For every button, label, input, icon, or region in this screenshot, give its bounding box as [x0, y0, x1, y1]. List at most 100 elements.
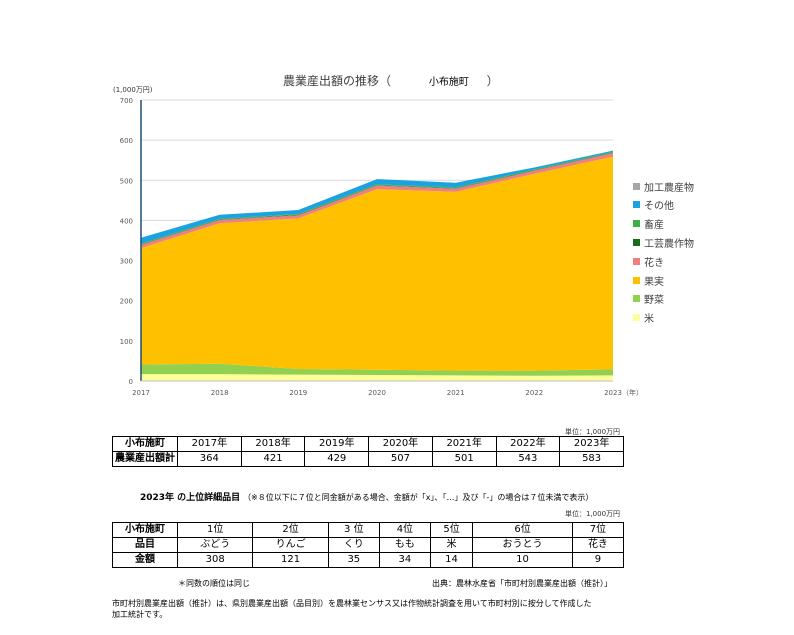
- value-cell: 429: [304, 451, 370, 467]
- table-row: 小布施町 2017年 2018年 2019年 2020年 2021年 2022年…: [112, 436, 624, 452]
- y-tick-label: 0: [129, 378, 133, 386]
- legend-label: その他: [644, 201, 674, 213]
- x-tick-label: 2020: [368, 389, 386, 397]
- source-note: 出典：農林水産省「市町村別農業産出額（推計）」: [432, 579, 612, 588]
- table-row: 農業産出額計 364 421 429 507 501 543 583: [112, 451, 624, 467]
- x-tick-label: 2017: [132, 389, 150, 397]
- y-tick-label: 400: [120, 217, 133, 225]
- production-total-table: 小布施町 2017年 2018年 2019年 2020年 2021年 2022年…: [112, 436, 624, 467]
- table2-heading: 2023年 の上位詳細品目 （※８位以下に７位と同金額がある場合、金額が「x」、…: [140, 490, 593, 503]
- chart-title-text: 農業産出額の推移（: [283, 74, 392, 88]
- amount-cell: 308: [176, 552, 254, 568]
- legend-label: 加工農産物: [644, 182, 694, 194]
- rank-cell: 6位: [472, 522, 573, 538]
- x-tick-label: 2022: [525, 389, 543, 397]
- rank-cell: 7位: [571, 522, 625, 538]
- legend-item: その他: [633, 199, 674, 213]
- x-tick-label: 2021: [447, 389, 465, 397]
- item-cell: おうとう: [472, 537, 573, 553]
- legend-label: 果実: [644, 276, 664, 288]
- chart-title-town: 小布施町: [428, 77, 469, 88]
- legend-item: 工芸農作物: [633, 236, 694, 250]
- amount-cell: 34: [378, 552, 431, 568]
- value-cell: 543: [495, 451, 561, 467]
- legend-label: 工芸農作物: [644, 238, 694, 250]
- legend-item: 果実: [633, 274, 664, 288]
- area-chart: 0 100 200 300 400 500 600 700 2017 2018 2019 2020 20…: [120, 97, 643, 397]
- description-line-2: 加工統計です。: [112, 610, 168, 619]
- year-cell: 2021年: [431, 436, 497, 452]
- table1-row-header: 小布施町: [112, 436, 178, 452]
- x-tick-label: 2018: [211, 389, 229, 397]
- value-cell: 501: [431, 451, 497, 467]
- legend-swatch: [633, 182, 640, 190]
- value-cell: 507: [368, 451, 433, 467]
- area-果実: [141, 156, 613, 371]
- table2-amount-label: 金額: [112, 552, 178, 568]
- legend-label: 米: [644, 314, 654, 326]
- amount-cell: 35: [327, 552, 380, 568]
- legend-swatch: [633, 276, 640, 284]
- legend-swatch: [633, 220, 640, 228]
- legend-label: 野菜: [644, 295, 664, 307]
- rank-cell: 2位: [252, 522, 329, 538]
- table1-row-label: 農業産出額計: [112, 451, 178, 467]
- legend-label: 花き: [644, 257, 664, 269]
- item-cell: 花き: [571, 537, 625, 553]
- y-tick-label: 100: [120, 338, 133, 346]
- y-tick-label: 600: [120, 137, 133, 145]
- x-tick-label: 2019: [289, 389, 307, 397]
- item-cell: りんご: [252, 537, 329, 553]
- value-cell: 583: [559, 451, 624, 467]
- x-axis-suffix: （年）: [622, 388, 643, 397]
- item-cell: ぶどう: [176, 537, 254, 553]
- table-row: 小布施町 1位 2位 3 位 4位 5位 6位 7位: [112, 522, 625, 538]
- legend-item: 米: [633, 312, 654, 326]
- y-unit-label: (1,000万円): [113, 86, 153, 94]
- table-row: 品目 ぶどう りんご くり もも 米 おうとう 花き: [112, 537, 625, 553]
- legend-swatch: [633, 314, 640, 322]
- rank-cell: 1位: [176, 522, 254, 538]
- y-tick-label: 700: [120, 97, 133, 105]
- table2-heading-bold: 2023年 の上位詳細品目: [140, 493, 241, 503]
- year-cell: 2023年: [559, 436, 624, 452]
- axes: 0 100 200 300 400 500 600 700 2017 2018 2019 2020 20…: [120, 97, 643, 397]
- table1-unit: 単位：1,000万円: [565, 428, 621, 436]
- legend-item: 野菜: [633, 293, 664, 307]
- legend-swatch: [633, 201, 640, 209]
- table2-unit: 単位：1,000万円: [565, 510, 621, 518]
- table-row: 金額 308 121 35 34 14 10 9: [112, 552, 625, 568]
- y-tick-label: 200: [120, 298, 133, 306]
- rank-cell: 5位: [429, 522, 474, 538]
- year-cell: 2020年: [368, 436, 433, 452]
- legend-item: 畜産: [633, 218, 664, 232]
- amount-cell: 121: [252, 552, 329, 568]
- year-cell: 2022年: [495, 436, 561, 452]
- same-rank-note: ＊同数の順位は同じ: [178, 579, 250, 588]
- item-cell: もも: [378, 537, 431, 553]
- legend-swatch: [633, 257, 640, 265]
- top-items-table: 小布施町 1位 2位 3 位 4位 5位 6位 7位 品目 ぶどう りんご くり…: [112, 522, 625, 568]
- rank-cell: 4位: [378, 522, 431, 538]
- table2-item-label: 品目: [112, 537, 178, 553]
- legend-label: 畜産: [644, 220, 664, 232]
- rank-cell: 3 位: [327, 522, 380, 538]
- chart-title-close: ）: [486, 74, 499, 88]
- year-cell: 2018年: [240, 436, 306, 452]
- legend-item: 加工農産物: [633, 180, 694, 194]
- y-tick-label: 300: [120, 258, 133, 266]
- area-series: [141, 150, 613, 381]
- amount-cell: 14: [429, 552, 474, 568]
- y-tick-label: 500: [120, 177, 133, 185]
- amount-cell: 9: [571, 552, 625, 568]
- amount-cell: 10: [472, 552, 573, 568]
- year-cell: 2017年: [177, 436, 242, 452]
- x-tick-label: 2023: [604, 389, 622, 397]
- value-cell: 421: [240, 451, 306, 467]
- legend-swatch: [633, 295, 640, 303]
- year-cell: 2019年: [304, 436, 370, 452]
- table2-header-label: 小布施町: [112, 522, 178, 538]
- description-line-1: 市町村別農業産出額（推計）は、県別農業産出額（品目別）を農林業センサス又は作物統…: [112, 599, 592, 608]
- item-cell: 米: [429, 537, 474, 553]
- item-cell: くり: [327, 537, 380, 553]
